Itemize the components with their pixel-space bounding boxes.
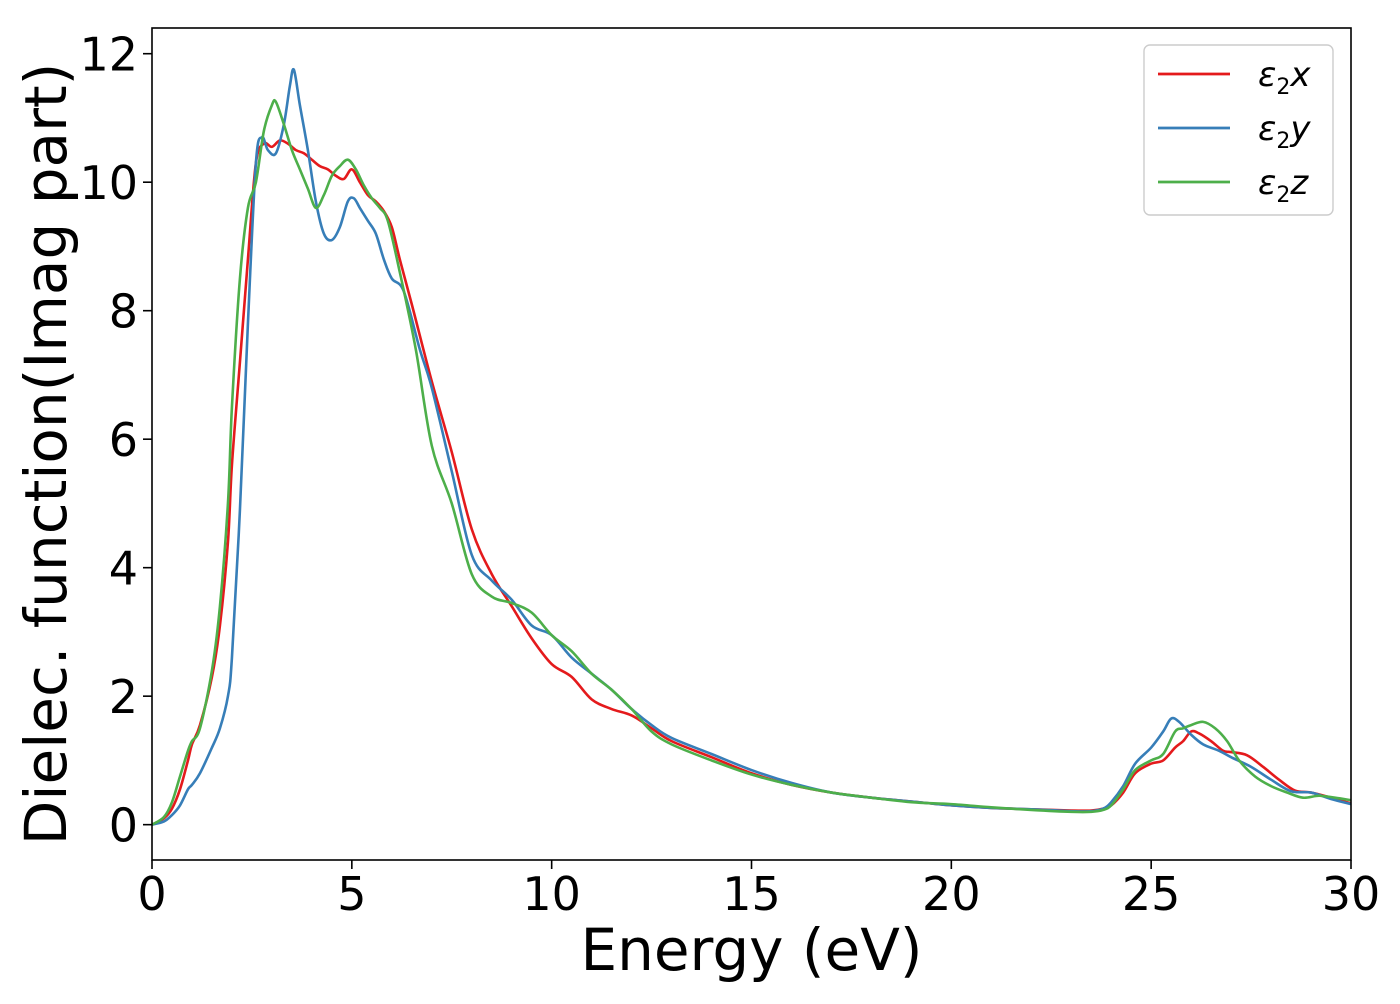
series-line-y xyxy=(152,67,1351,826)
y-tick-label: 6 xyxy=(109,413,138,467)
legend-label: ε2y xyxy=(1258,109,1311,154)
y-tick-label: 12 xyxy=(79,28,138,82)
series-line-z xyxy=(152,98,1351,826)
legend-box xyxy=(1143,44,1334,216)
legend: ε2x ε2y ε2z xyxy=(1143,44,1334,216)
x-axis-label: Energy (eV) xyxy=(580,916,922,984)
legend-label: ε2z xyxy=(1258,163,1309,208)
legend-item-z: ε2z xyxy=(1158,163,1309,208)
legend-item-x: ε2x xyxy=(1158,55,1311,100)
x-tick-label: 5 xyxy=(337,867,366,921)
x-tick-label: 30 xyxy=(1322,867,1381,921)
x-tick-label: 20 xyxy=(922,867,981,921)
y-tick-label: 10 xyxy=(79,156,138,210)
x-tick-label: 15 xyxy=(722,867,781,921)
y-tick-label: 8 xyxy=(109,285,138,339)
legend-label: ε2x xyxy=(1258,55,1311,100)
y-tick-label: 4 xyxy=(109,542,138,596)
y-axis: 0 2 4 6 8 10 12 xyxy=(79,28,152,853)
legend-item-y: ε2y xyxy=(1158,109,1311,154)
x-tick-label: 0 xyxy=(137,867,166,921)
y-axis-label: Dielec. function(Imag part) xyxy=(12,63,80,846)
y-tick-label: 2 xyxy=(109,670,138,724)
x-axis: 0 5 10 15 20 25 30 xyxy=(137,860,1380,921)
series-line-x xyxy=(152,139,1351,826)
x-tick-label: 10 xyxy=(522,867,581,921)
x-tick-label: 25 xyxy=(1122,867,1181,921)
y-tick-label: 0 xyxy=(109,799,138,853)
series-layer xyxy=(152,67,1351,826)
